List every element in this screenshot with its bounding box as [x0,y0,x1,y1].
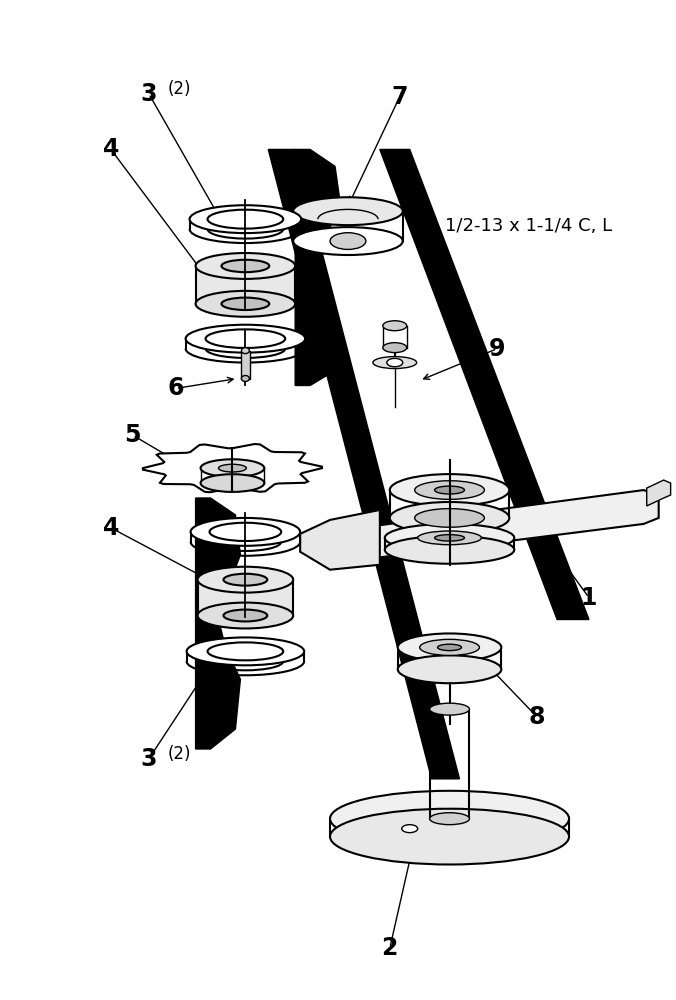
Ellipse shape [197,567,293,593]
Ellipse shape [195,291,295,317]
Ellipse shape [208,210,283,229]
Ellipse shape [222,260,269,272]
Ellipse shape [435,535,464,541]
Ellipse shape [435,486,464,494]
Text: 3: 3 [141,82,157,106]
Bar [197,580,293,616]
Text: 4: 4 [103,516,119,540]
Ellipse shape [430,813,469,825]
Ellipse shape [397,633,502,661]
Ellipse shape [201,474,264,492]
Ellipse shape [430,703,469,715]
Ellipse shape [414,481,485,499]
Ellipse shape [241,348,249,354]
Ellipse shape [201,459,264,477]
Ellipse shape [206,329,285,348]
Ellipse shape [330,809,569,864]
Ellipse shape [186,325,305,353]
Polygon shape [300,510,380,570]
Text: 4: 4 [103,137,119,161]
Ellipse shape [191,518,300,546]
Ellipse shape [397,655,502,683]
Ellipse shape [189,205,301,233]
Ellipse shape [210,523,281,541]
Ellipse shape [414,509,485,527]
Text: 5: 5 [124,423,141,447]
Ellipse shape [418,531,481,545]
Text: 7: 7 [391,85,408,109]
Ellipse shape [222,298,269,310]
Text: 6: 6 [168,376,184,400]
Ellipse shape [387,358,403,367]
Ellipse shape [197,603,293,628]
Text: 8: 8 [529,705,546,729]
Ellipse shape [373,357,416,369]
Ellipse shape [383,321,407,331]
Text: 2: 2 [381,936,398,960]
Ellipse shape [293,227,403,255]
Text: 1/2-13 x 1-1/4 C, L: 1/2-13 x 1-1/4 C, L [445,217,612,235]
Text: (2): (2) [168,745,191,763]
Ellipse shape [330,791,569,847]
Bar [241,351,250,379]
Ellipse shape [218,464,246,472]
Ellipse shape [208,642,283,660]
Polygon shape [330,490,658,562]
Polygon shape [195,498,241,749]
Polygon shape [143,444,322,492]
Ellipse shape [390,474,509,506]
Text: 9: 9 [489,337,506,361]
Polygon shape [268,149,460,779]
Polygon shape [647,480,671,506]
Ellipse shape [293,197,403,225]
Polygon shape [295,149,340,385]
Ellipse shape [390,502,509,534]
Ellipse shape [224,610,267,621]
Text: 1: 1 [581,586,597,610]
Ellipse shape [420,639,479,655]
Ellipse shape [330,233,366,249]
Ellipse shape [402,825,418,833]
Bar [195,266,295,304]
Ellipse shape [437,644,462,651]
Polygon shape [380,149,589,620]
Ellipse shape [195,253,295,279]
Text: 3: 3 [141,747,157,771]
Ellipse shape [187,637,304,665]
Ellipse shape [241,376,249,381]
Ellipse shape [385,524,514,552]
Ellipse shape [224,574,267,586]
Text: (2): (2) [168,80,191,98]
Ellipse shape [383,343,407,353]
Ellipse shape [385,536,514,564]
